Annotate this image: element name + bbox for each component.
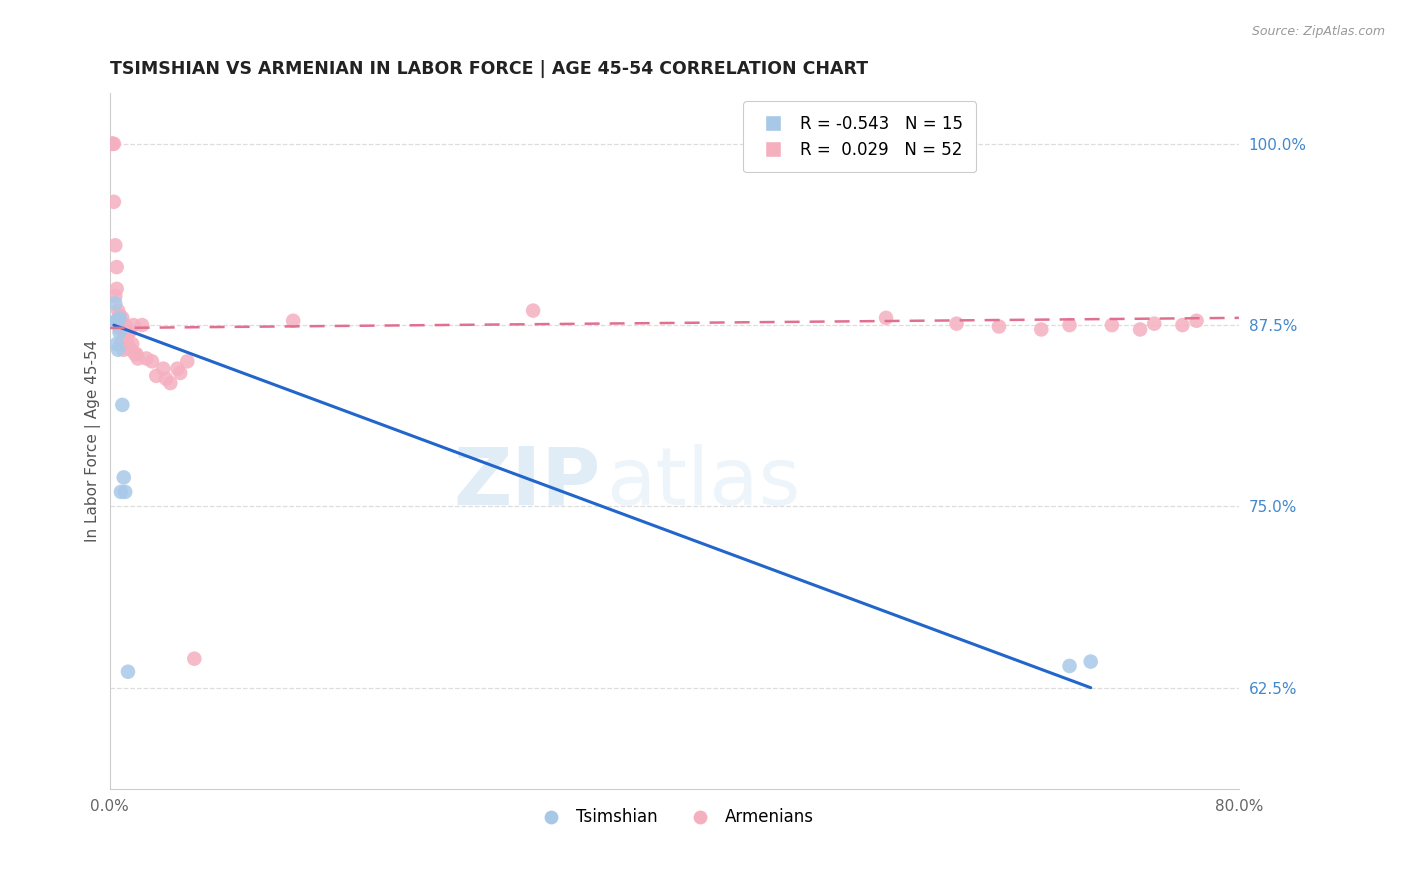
Point bbox=[114, 318, 136, 332]
Point bbox=[135, 351, 157, 366]
Point bbox=[107, 314, 129, 328]
Point bbox=[114, 484, 136, 499]
Point bbox=[131, 318, 153, 332]
Point bbox=[152, 361, 174, 376]
Point bbox=[107, 314, 129, 328]
Point bbox=[104, 289, 127, 303]
Point bbox=[103, 315, 125, 329]
Point bbox=[117, 337, 139, 351]
Point bbox=[281, 314, 304, 328]
Point bbox=[176, 354, 198, 368]
Point bbox=[117, 665, 139, 679]
Point bbox=[104, 238, 127, 252]
Point bbox=[945, 317, 967, 331]
Point bbox=[107, 343, 129, 357]
Point bbox=[103, 194, 125, 209]
Point bbox=[107, 303, 129, 318]
Point bbox=[1171, 318, 1194, 332]
Point bbox=[101, 136, 124, 151]
Point bbox=[104, 296, 127, 310]
Point bbox=[1129, 322, 1152, 336]
Point bbox=[1031, 322, 1053, 336]
Point bbox=[875, 310, 897, 325]
Point bbox=[145, 368, 167, 383]
Point bbox=[111, 310, 134, 325]
Point bbox=[110, 337, 132, 351]
Point bbox=[1080, 655, 1102, 669]
Point bbox=[110, 484, 132, 499]
Point bbox=[120, 343, 142, 357]
Point bbox=[125, 347, 148, 361]
Point bbox=[127, 351, 149, 366]
Point bbox=[1143, 317, 1166, 331]
Point bbox=[108, 326, 131, 340]
Text: atlas: atlas bbox=[606, 444, 801, 522]
Point bbox=[155, 372, 177, 386]
Point bbox=[124, 347, 146, 361]
Point bbox=[118, 326, 141, 340]
Point bbox=[1059, 318, 1081, 332]
Point bbox=[1101, 318, 1123, 332]
Point bbox=[105, 314, 128, 328]
Text: ZIP: ZIP bbox=[454, 444, 600, 522]
Point bbox=[112, 470, 135, 484]
Point bbox=[183, 651, 205, 665]
Text: Source: ZipAtlas.com: Source: ZipAtlas.com bbox=[1251, 25, 1385, 38]
Point bbox=[105, 337, 128, 351]
Point bbox=[141, 354, 163, 368]
Point bbox=[166, 361, 188, 376]
Point bbox=[115, 328, 138, 343]
Point bbox=[111, 398, 134, 412]
Text: TSIMSHIAN VS ARMENIAN IN LABOR FORCE | AGE 45-54 CORRELATION CHART: TSIMSHIAN VS ARMENIAN IN LABOR FORCE | A… bbox=[110, 60, 868, 78]
Point bbox=[105, 260, 128, 274]
Point bbox=[169, 366, 191, 380]
Point bbox=[100, 136, 122, 151]
Point bbox=[159, 376, 181, 391]
Point bbox=[112, 343, 135, 357]
Point bbox=[522, 303, 544, 318]
Point bbox=[108, 310, 131, 325]
Point bbox=[108, 308, 131, 322]
Point bbox=[1185, 314, 1208, 328]
Point bbox=[101, 136, 124, 151]
Point bbox=[108, 321, 131, 335]
Point bbox=[1059, 659, 1081, 673]
Point bbox=[112, 326, 135, 340]
Legend: Tsimshian, Armenians: Tsimshian, Armenians bbox=[529, 802, 821, 833]
Point bbox=[110, 314, 132, 328]
Point bbox=[121, 337, 143, 351]
Y-axis label: In Labor Force | Age 45-54: In Labor Force | Age 45-54 bbox=[86, 340, 101, 542]
Point bbox=[105, 282, 128, 296]
Point bbox=[987, 319, 1010, 334]
Point bbox=[103, 136, 125, 151]
Point bbox=[111, 322, 134, 336]
Point bbox=[122, 318, 145, 332]
